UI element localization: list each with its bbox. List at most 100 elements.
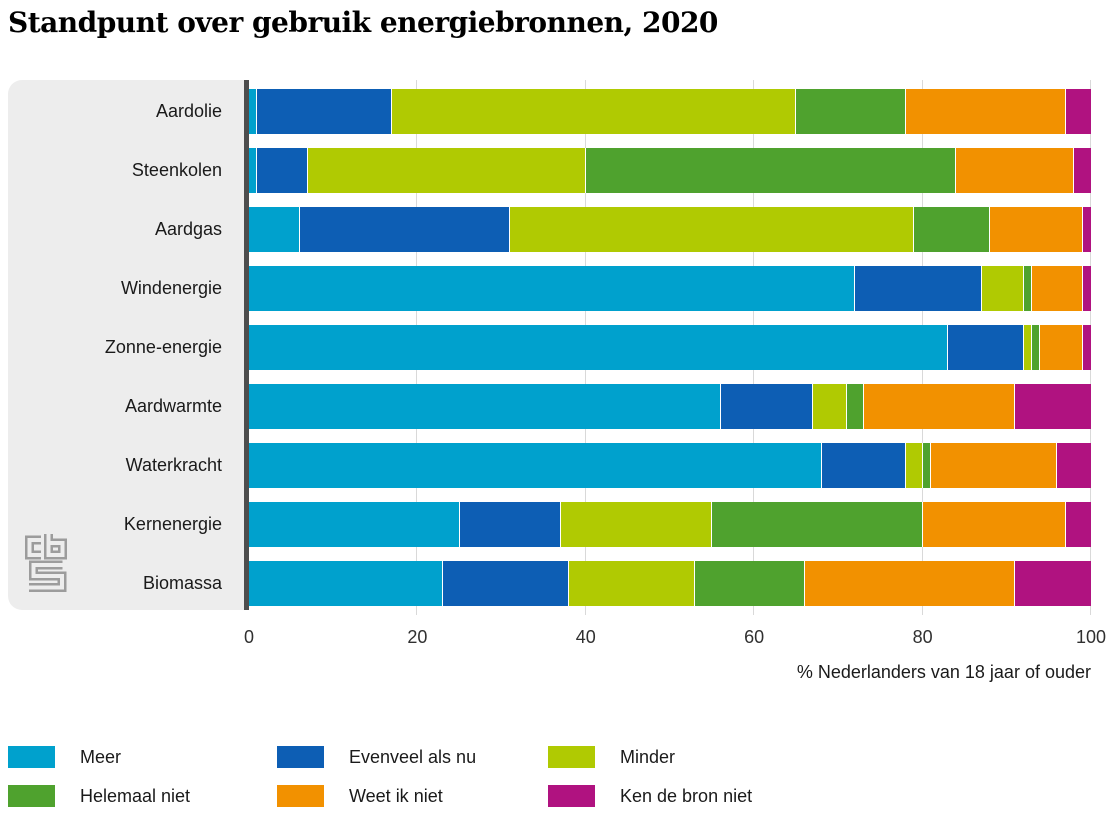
category-label-steenkolen: Steenkolen [131, 160, 222, 180]
bar-segment-minder [905, 443, 923, 488]
plot-area [249, 80, 1091, 615]
bar-segment-helemaal-niet [914, 207, 990, 252]
bar-row-aardgas [249, 207, 1091, 252]
bar-segment-helemaal-niet [1023, 266, 1033, 311]
legend-swatch-icon [8, 785, 55, 807]
bar-segment-meer [249, 148, 258, 193]
bar-segment-helemaal-niet [585, 148, 957, 193]
legend-label: Evenveel als nu [349, 746, 477, 767]
legend-swatch-icon [548, 785, 595, 807]
bar-segment-helemaal-niet [712, 502, 923, 547]
legend: Meer Evenveel als nu Minder Helemaal niet We… [8, 746, 752, 807]
legend-label: Meer [80, 746, 122, 767]
bar-segment-minder [981, 266, 1024, 311]
bar-segment-evenveel-als-nu [459, 502, 561, 547]
legend-label: Helemaal niet [80, 785, 191, 806]
bar-row-kernenergie [249, 502, 1091, 547]
bar-segment-ken-de-bron-niet [1015, 384, 1091, 429]
bar-segment-weet-ik-niet [863, 384, 1016, 429]
bar-segment-ken-de-bron-niet [1015, 561, 1091, 606]
x-tick-label-100: 100 [1075, 627, 1107, 647]
x-tick-label-0: 0 [243, 627, 255, 647]
bar-segment-evenveel-als-nu [720, 384, 814, 429]
category-label-panel [8, 80, 244, 610]
bar-row-zonne-energie [249, 325, 1091, 370]
cbs-logo-icon [25, 534, 67, 592]
legend-label: Weet ik niet [349, 785, 443, 806]
y-axis-line [244, 80, 249, 610]
bar-row-windenergie [249, 266, 1091, 311]
category-label-aardolie: Aardolie [155, 101, 222, 121]
bar-segment-helemaal-niet [846, 384, 864, 429]
category-label-kernenergie: Kernenergie [123, 514, 222, 534]
bar-segment-evenveel-als-nu [821, 443, 906, 488]
category-label-aardwarmte: Aardwarmte [124, 396, 222, 416]
legend-item-meer: Meer [8, 746, 277, 768]
bar-segment-weet-ik-niet [1040, 325, 1083, 370]
bar-segment-evenveel-als-nu [947, 325, 1024, 370]
bar-segment-minder [307, 148, 586, 193]
bar-row-steenkolen [249, 148, 1091, 193]
x-tick-label-20: 20 [407, 627, 428, 647]
category-labels: Aardolie Steenkolen Aardgas Windenergie Zonn… [8, 80, 222, 610]
bar-segment-evenveel-als-nu [299, 207, 511, 252]
bar-segment-helemaal-niet [1032, 325, 1041, 370]
x-tick-label-80: 80 [912, 627, 933, 647]
legend-label: Minder [620, 746, 676, 767]
category-label-waterkracht: Waterkracht [125, 455, 222, 475]
bar-segment-evenveel-als-nu [855, 266, 982, 311]
bar-segment-weet-ik-niet [930, 443, 1058, 488]
bar-segment-minder [813, 384, 847, 429]
bar-segment-evenveel-als-nu [257, 89, 393, 134]
bar-segment-meer [249, 384, 721, 429]
bar-segment-evenveel-als-nu [257, 148, 308, 193]
bar-segment-helemaal-niet [796, 89, 906, 134]
bar-segment-weet-ik-niet [922, 502, 1066, 547]
legend-item-ken-de-bron-niet: Ken de bron niet [548, 785, 752, 807]
legend-swatch-icon [277, 746, 324, 768]
bar-segment-weet-ik-niet [804, 561, 1016, 606]
bar-segment-meer [249, 561, 443, 606]
bar-segment-minder [568, 561, 696, 606]
bar-segment-meer [249, 502, 460, 547]
bar-segment-weet-ik-niet [905, 89, 1066, 134]
bar-segment-helemaal-niet [695, 561, 805, 606]
bar-segment-ken-de-bron-niet [1082, 266, 1091, 311]
category-label-windenergie: Windenergie [120, 278, 222, 298]
bar-segment-ken-de-bron-niet [1065, 89, 1091, 134]
bar-segment-ken-de-bron-niet [1074, 148, 1091, 193]
bar-segment-ken-de-bron-niet [1065, 502, 1091, 547]
bar-segment-minder [510, 207, 915, 252]
legend-item-helemaal-niet: Helemaal niet [8, 785, 277, 807]
bar-segment-helemaal-niet [922, 443, 931, 488]
bar-segment-ken-de-bron-niet [1082, 207, 1091, 252]
bar-segment-evenveel-als-nu [442, 561, 569, 606]
legend-swatch-icon [277, 785, 324, 807]
bar-row-aardolie [249, 89, 1091, 134]
bar-segment-weet-ik-niet [956, 148, 1075, 193]
legend-item-weet-ik-niet: Weet ik niet [277, 785, 548, 807]
category-label-aardgas: Aardgas [154, 219, 222, 239]
bar-segment-minder [392, 89, 797, 134]
category-label-zonne-energie: Zonne-energie [104, 337, 222, 357]
x-axis-ticks: 0 20 40 60 80 100 [244, 627, 1106, 649]
bar-segment-minder [1023, 325, 1033, 370]
legend-swatch-icon [548, 746, 595, 768]
bar-segment-minder [560, 502, 713, 547]
legend-item-evenveel-als-nu: Evenveel als nu [277, 746, 548, 768]
bar-row-waterkracht [249, 443, 1091, 488]
bar-segment-meer [249, 443, 822, 488]
legend-label: Ken de bron niet [620, 785, 753, 806]
bar-segment-ken-de-bron-niet [1057, 443, 1091, 488]
legend-swatch-icon [8, 746, 55, 768]
bar-row-aardwarmte [249, 384, 1091, 429]
legend-item-minder: Minder [548, 746, 752, 768]
x-tick-label-60: 60 [744, 627, 765, 647]
bar-segment-ken-de-bron-niet [1082, 325, 1091, 370]
bar-segment-weet-ik-niet [989, 207, 1083, 252]
bar-row-biomassa [249, 561, 1091, 606]
x-tick-label-40: 40 [575, 627, 596, 647]
bar-segment-meer [249, 207, 300, 252]
x-axis-label: % Nederlanders van 18 jaar of ouder [796, 662, 1091, 682]
